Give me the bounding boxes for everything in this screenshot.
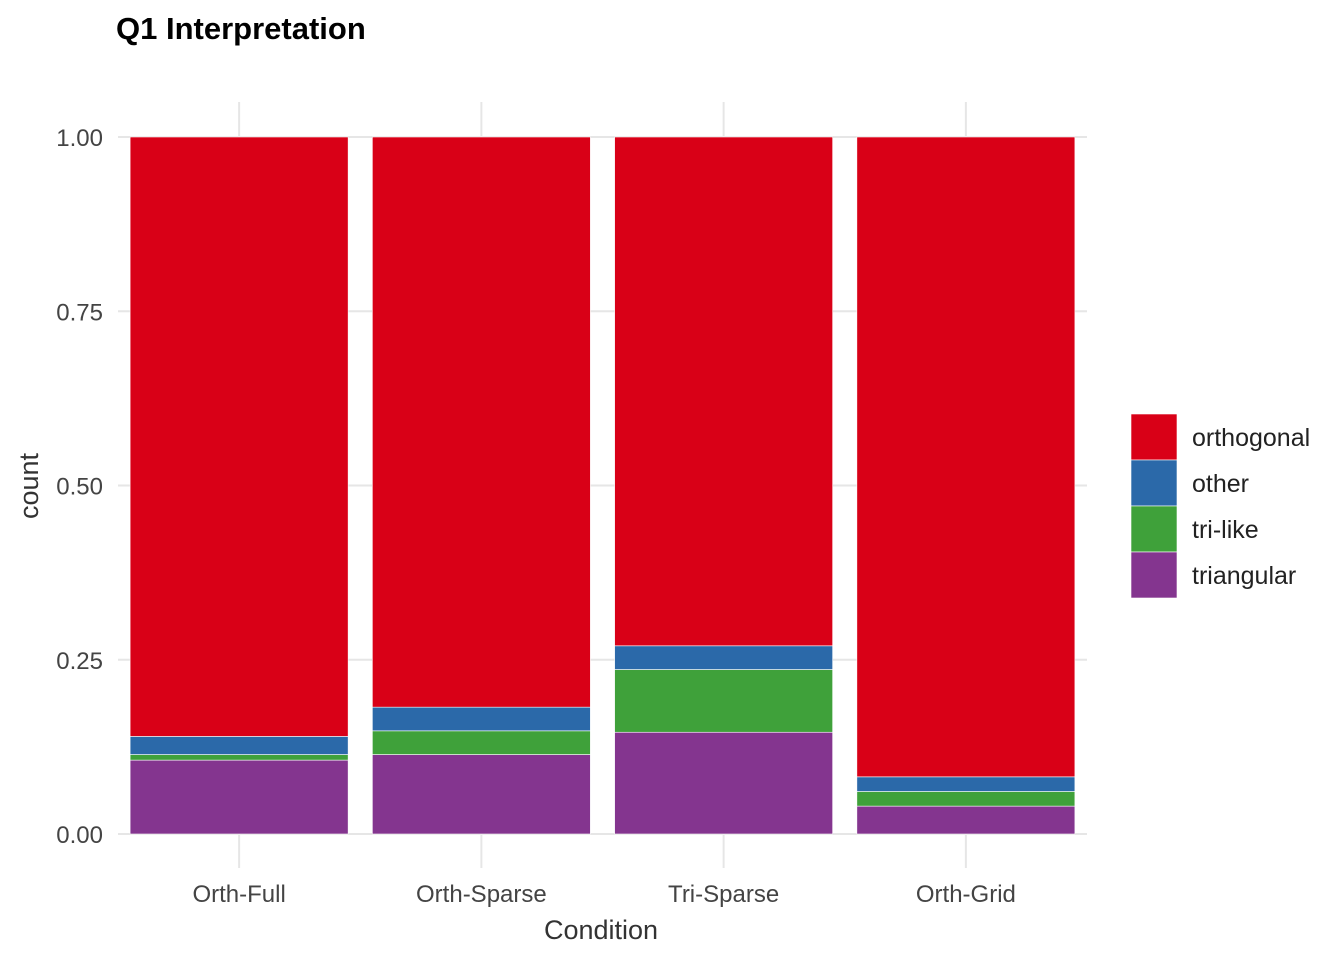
- bar-segment-other: [129, 736, 349, 755]
- x-axis-title: Condition: [544, 915, 658, 945]
- bar-segment-triangular: [129, 759, 349, 835]
- bar-segment-triangular: [856, 805, 1076, 835]
- bars-layer: [129, 136, 1076, 835]
- y-axis-title: count: [14, 452, 44, 519]
- legend-label-triangular: triangular: [1192, 562, 1296, 590]
- chart-title: Q1 Interpretation: [116, 11, 366, 46]
- bar-segment-tri-like: [372, 730, 591, 755]
- x-tick-label: Orth-Sparse: [416, 881, 547, 908]
- y-tick-label: 0.75: [56, 299, 103, 326]
- y-tick-labels: 0.00 0.25 0.50 0.75 1.00: [56, 125, 103, 849]
- legend-key-tri-like: [1130, 505, 1178, 553]
- bar-segment-other: [614, 645, 833, 670]
- bar-segment-triangular: [614, 731, 833, 835]
- legend-label-tri-like: tri-like: [1192, 516, 1259, 544]
- bar-segment-triangular: [372, 754, 591, 835]
- y-tick-label: 0.50: [56, 474, 103, 501]
- x-tick-label: Tri-Sparse: [668, 881, 779, 908]
- bar-segment-tri-like: [856, 791, 1076, 807]
- legend-key-orthogonal: [1130, 413, 1178, 461]
- x-tick-label: Orth-Grid: [916, 881, 1016, 908]
- legend: orthogonal other tri-like triangular: [1130, 413, 1310, 599]
- x-tick-labels: Orth-Full Orth-Sparse Tri-Sparse Orth-Grid: [192, 881, 1015, 908]
- bar-segment-orthogonal: [856, 136, 1076, 778]
- bar-segment-orthogonal: [372, 136, 591, 708]
- bar-segment-tri-like: [614, 669, 833, 733]
- bar-segment-other: [856, 776, 1076, 792]
- legend-key-triangular: [1130, 551, 1178, 599]
- y-tick-label: 0.25: [56, 648, 103, 675]
- bar-segment-orthogonal: [129, 136, 349, 737]
- legend-label-orthogonal: orthogonal: [1192, 424, 1310, 452]
- y-tick-label: 0.00: [56, 822, 103, 849]
- bar-segment-other: [372, 706, 591, 732]
- legend-key-other: [1130, 459, 1178, 507]
- bar-segment-orthogonal: [614, 136, 833, 647]
- legend-label-other: other: [1192, 470, 1249, 498]
- bar-segment-tri-like: [129, 754, 349, 761]
- y-tick-label: 1.00: [56, 125, 103, 152]
- x-tick-label: Orth-Full: [192, 881, 285, 908]
